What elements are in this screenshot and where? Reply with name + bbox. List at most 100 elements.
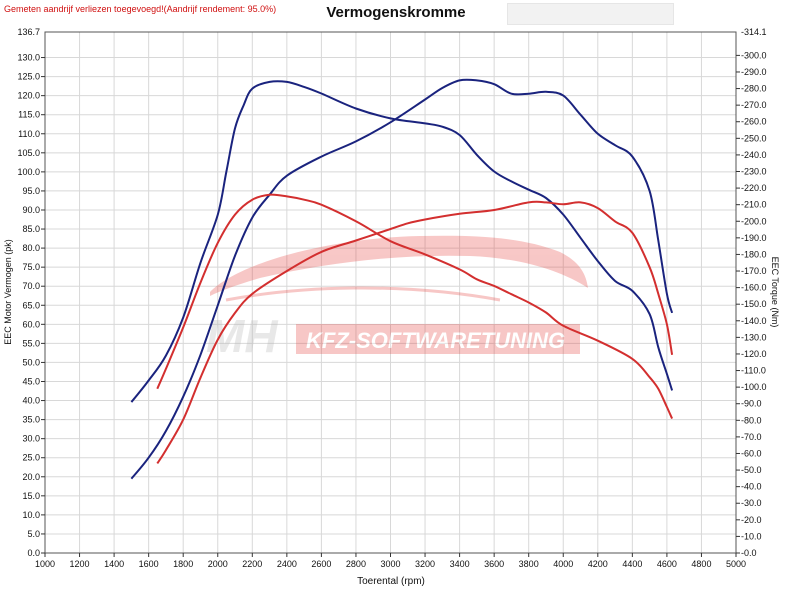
y-right-tick-label: -230.0: [741, 166, 767, 176]
y-right-tick-label: -60.0: [741, 448, 762, 458]
x-tick-label: 4800: [691, 559, 711, 569]
watermark-brand-short: MH: [206, 310, 278, 362]
y-left-tick-label: 5.0: [27, 529, 40, 539]
y-right-top-label: -314.1: [741, 27, 767, 37]
x-axis-label: Toerental (rpm): [357, 576, 425, 587]
y-left-tick-label: 105.0: [17, 148, 40, 158]
watermark-car-swoosh: [210, 235, 588, 296]
y-left-tick-label: 10.0: [22, 510, 40, 520]
y-left-tick-label: 40.0: [22, 396, 40, 406]
x-tick-label: 1800: [173, 559, 193, 569]
watermark: MH KFZ-SOFTWARETUNING: [206, 235, 588, 362]
y-right-tick-label: -270.0: [741, 100, 767, 110]
y-right-tick-label: -100.0: [741, 382, 767, 392]
y-left-tick-label: 115.0: [18, 110, 40, 120]
series-line-1: [130, 80, 674, 403]
y-left-tick-label: 120.0: [17, 91, 40, 101]
x-tick-label: 1200: [70, 559, 90, 569]
y-left-tick-label: 60.0: [22, 319, 40, 329]
y-right-tick-label: -170.0: [741, 266, 767, 276]
x-tick-label: 3600: [484, 559, 504, 569]
x-tick-label: 1600: [139, 559, 159, 569]
x-tick-label: 3400: [450, 559, 470, 569]
series-line-2: [130, 78, 674, 480]
drivetrain-loss-note: Gemeten aandrijf verliezen toegevoegd!(A…: [4, 4, 277, 14]
y-right-tick-label: -140.0: [741, 316, 767, 326]
y-left-tick-label: 130.0: [17, 53, 40, 63]
y-right-tick-label: -130.0: [741, 332, 767, 342]
y-right-tick-label: -290.0: [741, 67, 767, 77]
x-tick-label: 1400: [104, 559, 124, 569]
y-right-tick-label: -120.0: [741, 349, 767, 359]
chart-grid: [44, 32, 737, 554]
y-right-tick-label: -90.0: [741, 399, 762, 409]
y-left-tick-label: 95.0: [22, 186, 40, 196]
x-tick-label: 4600: [657, 559, 677, 569]
y-left-tick-label: 85.0: [22, 224, 40, 234]
y-left-tick-label: 100.0: [17, 167, 40, 177]
y-right-tick-label: -280.0: [741, 84, 767, 94]
watermark-car-line: [225, 286, 501, 302]
y-left-tick-label: 45.0: [22, 376, 40, 386]
y-right-tick-label: -180.0: [741, 249, 767, 259]
y-right-tick-label: -40.0: [741, 482, 762, 492]
y-right-axis-ticks: -0.0 -10.0 -20.0 -30.0 -40.0 -50.0 -60.0 -70.0 -…: [736, 27, 767, 558]
watermark-banner: [296, 324, 580, 354]
x-tick-label: 4000: [553, 559, 573, 569]
y-left-tick-label: 90.0: [22, 205, 40, 215]
x-tick-label: 2200: [242, 559, 262, 569]
y-left-tick-label: 110.0: [18, 129, 40, 139]
y-left-tick-label: 25.0: [22, 453, 40, 463]
x-tick-label: 1000: [35, 559, 55, 569]
y-left-tick-label: 55.0: [22, 338, 40, 348]
y-right-tick-label: -300.0: [741, 50, 767, 60]
y-left-tick-label: 125.0: [17, 72, 40, 82]
chart-title: Vermogenskromme: [326, 4, 466, 21]
x-tick-label: 3000: [380, 559, 400, 569]
y-right-tick-label: -250.0: [741, 133, 767, 143]
y-right-tick-label: -20.0: [741, 515, 762, 525]
x-axis-ticks: 1000 1200 1400 1600 1800 2000 2200 2400 2600 2800…: [35, 553, 746, 569]
series-line-3: [156, 193, 674, 420]
y-right-tick-label: -0.0: [741, 548, 757, 558]
y-right-tick-label: -70.0: [741, 432, 762, 442]
x-tick-label: 4400: [622, 559, 642, 569]
x-tick-label: 2400: [277, 559, 297, 569]
y-left-tick-label: 35.0: [22, 415, 40, 425]
y-right-tick-label: -30.0: [741, 498, 762, 508]
y-left-tick-label: 70.0: [22, 281, 40, 291]
y-left-tick-label: 20.0: [22, 472, 40, 482]
y-right-tick-label: -80.0: [741, 415, 762, 425]
y-left-tick-label: 15.0: [22, 491, 40, 501]
y-right-tick-label: -220.0: [741, 183, 767, 193]
y-left-tick-label: 80.0: [22, 243, 40, 253]
watermark-brand-text: KFZ-SOFTWARETUNING: [306, 328, 565, 353]
y-right-tick-label: -50.0: [741, 465, 762, 475]
x-tick-label: 2600: [311, 559, 331, 569]
y-left-tick-label: 65.0: [22, 300, 40, 310]
y-right-tick-label: -150.0: [741, 299, 767, 309]
y-left-tick-label: 30.0: [22, 434, 40, 444]
x-tick-label: 3800: [519, 559, 539, 569]
y-left-tick-label: 50.0: [22, 357, 40, 367]
y-left-axis-ticks: 0.0 5.0 10.0 15.0 20.0 25.0 30.0 35.0 40.0 45.0 50…: [17, 27, 45, 558]
x-tick-label: 5000: [726, 559, 746, 569]
title-side-box: [507, 3, 674, 25]
y-left-top-label: 136.7: [17, 27, 40, 37]
y-left-tick-label: 75.0: [22, 262, 40, 272]
x-tick-label: 2000: [208, 559, 228, 569]
y-left-axis-label: EEC Motor Vermogen (pk): [3, 239, 13, 345]
y-right-tick-label: -210.0: [741, 200, 767, 210]
y-right-tick-label: -200.0: [741, 216, 767, 226]
y-right-tick-label: -160.0: [741, 283, 767, 293]
x-tick-label: 2800: [346, 559, 366, 569]
y-right-axis-label: EEC Torque (Nm): [770, 257, 780, 328]
x-tick-label: 4200: [588, 559, 608, 569]
y-right-tick-label: -10.0: [741, 531, 762, 541]
series-line-4: [156, 200, 674, 464]
y-right-tick-label: -190.0: [741, 233, 767, 243]
y-right-tick-label: -240.0: [741, 150, 767, 160]
x-tick-label: 3200: [415, 559, 435, 569]
y-left-tick-label: 0.0: [27, 548, 40, 558]
